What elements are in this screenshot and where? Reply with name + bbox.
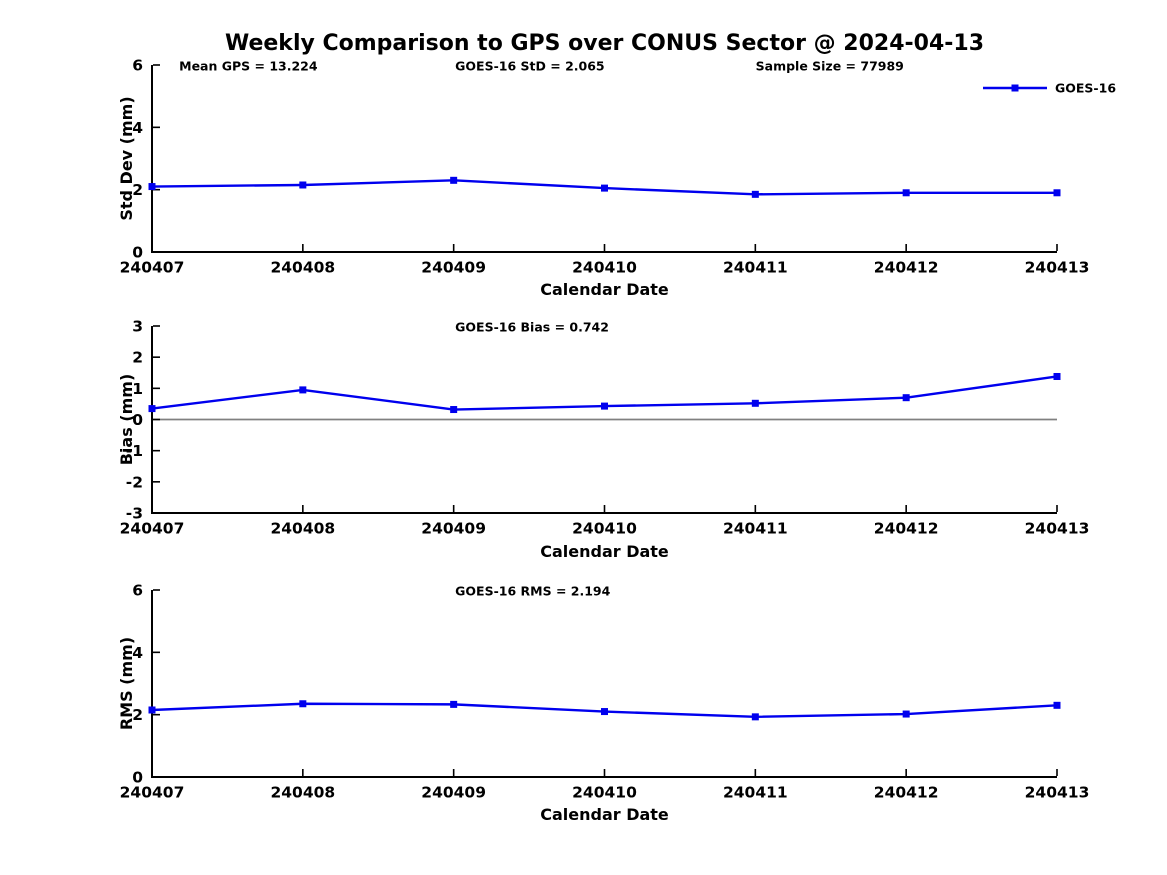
annotation: Mean GPS = 13.224 xyxy=(179,59,318,74)
rms-chart: 0 2 4 6 240407 240408 240409 240410 240411 240412… xyxy=(117,582,1090,824)
y-axis-title: Std Dev (mm) xyxy=(117,96,136,220)
x-tick-label: 240412 xyxy=(874,259,939,277)
x-tick-label: 240410 xyxy=(572,259,637,277)
data-point-marker xyxy=(751,190,759,198)
x-tick-label: 240412 xyxy=(874,784,939,802)
data-point-marker xyxy=(148,706,156,714)
x-tick-label: 240412 xyxy=(874,520,939,538)
x-tick-label: 240411 xyxy=(723,259,788,277)
annotation: GOES-16 StD = 2.065 xyxy=(455,59,604,74)
x-tick-label: 240411 xyxy=(723,784,788,802)
annotation: Sample Size = 77989 xyxy=(756,59,904,74)
y-tick-label: 2 xyxy=(132,349,143,367)
x-tick-label: 240413 xyxy=(1025,520,1090,538)
data-point-marker xyxy=(450,406,458,414)
legend: GOES-16 xyxy=(983,81,1116,96)
x-axis-title: Calendar Date xyxy=(540,805,669,824)
x-tick-label: 240409 xyxy=(421,784,486,802)
x-tick-label: 240409 xyxy=(421,520,486,538)
y-tick-label: 4 xyxy=(132,644,143,662)
data-point-marker xyxy=(450,176,458,184)
y-tick-label: 3 xyxy=(132,318,143,336)
y-axis-title: Bias (mm) xyxy=(117,374,136,466)
x-axis-title: Calendar Date xyxy=(540,280,669,299)
x-tick-label: 240410 xyxy=(572,784,637,802)
data-point-marker xyxy=(1053,701,1061,709)
x-tick-label: 240413 xyxy=(1025,259,1090,277)
stddev-chart: 0 2 4 6 240407 240408 240409 240410 240411 240412… xyxy=(117,57,1117,299)
data-point-marker xyxy=(299,700,307,708)
y-tick-label: -2 xyxy=(126,473,143,491)
data-point-marker xyxy=(902,394,910,402)
data-point-marker xyxy=(601,402,608,410)
data-point-marker xyxy=(299,386,307,394)
x-tick-label: 240407 xyxy=(120,520,185,538)
data-point-marker xyxy=(1053,372,1061,380)
data-point-marker xyxy=(299,181,307,189)
y-tick-label: 1 xyxy=(132,380,143,398)
y-tick-label: 2 xyxy=(132,706,143,724)
x-tick-label: 240408 xyxy=(270,520,335,538)
y-tick-label: 0 xyxy=(132,244,143,262)
y-tick-label: 0 xyxy=(132,769,143,787)
y-axis-title: RMS (mm) xyxy=(117,637,136,730)
y-tick-label: 4 xyxy=(132,119,143,137)
x-axis-title: Calendar Date xyxy=(540,542,669,561)
bias-chart: -3 -2 -1 0 1 2 3 240407 240408 240409 240410 240411… xyxy=(117,318,1090,561)
data-point-marker xyxy=(601,708,608,716)
y-tick-label: -1 xyxy=(126,442,143,460)
data-point-marker xyxy=(751,713,759,721)
data-point-marker xyxy=(1053,189,1061,197)
data-point-marker xyxy=(751,399,759,407)
x-tick-label: 240410 xyxy=(572,520,637,538)
y-tick-label: 2 xyxy=(132,181,143,199)
x-tick-label: 240409 xyxy=(421,259,486,277)
y-tick-label: 6 xyxy=(132,582,143,600)
y-tick-label: -3 xyxy=(126,505,143,523)
x-tick-label: 240407 xyxy=(120,259,185,277)
data-point-marker xyxy=(902,710,910,718)
y-tick-label: 6 xyxy=(132,57,143,75)
legend-label: GOES-16 xyxy=(1055,81,1116,96)
data-point-marker xyxy=(902,189,910,197)
data-point-marker xyxy=(148,405,156,413)
x-tick-label: 240411 xyxy=(723,520,788,538)
data-point-marker xyxy=(450,700,458,708)
x-tick-label: 240408 xyxy=(270,259,335,277)
figure-title: Weekly Comparison to GPS over CONUS Sect… xyxy=(224,31,984,56)
x-tick-label: 240407 xyxy=(120,784,185,802)
data-point-marker xyxy=(601,184,608,192)
annotation: GOES-16 Bias = 0.742 xyxy=(455,320,609,335)
annotation: GOES-16 RMS = 2.194 xyxy=(455,584,610,599)
legend-marker xyxy=(1011,84,1019,92)
x-tick-label: 240413 xyxy=(1025,784,1090,802)
data-point-marker xyxy=(148,183,156,191)
x-tick-label: 240408 xyxy=(270,784,335,802)
y-tick-label: 0 xyxy=(132,411,143,429)
